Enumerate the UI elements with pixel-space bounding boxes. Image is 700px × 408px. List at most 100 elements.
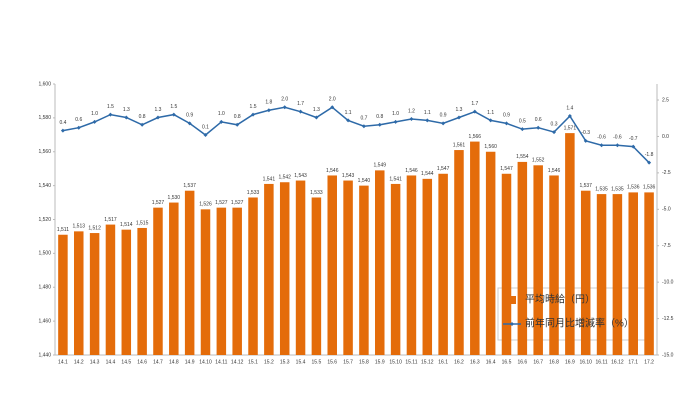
y-tick-label: 1,500 — [38, 251, 51, 257]
y-tick-label: 1,480 — [38, 285, 51, 291]
x-tick-label: 16.4 — [486, 359, 496, 365]
line-marker — [425, 118, 430, 123]
line-marker — [108, 112, 113, 117]
y2-tick-label: -2.5 — [662, 170, 671, 176]
bar — [311, 197, 322, 355]
x-tick-label: 14.4 — [106, 359, 116, 365]
line-marker — [171, 112, 176, 117]
bar-label: 1,547 — [437, 166, 450, 172]
y-tick-label: 1,560 — [38, 149, 51, 155]
line-marker — [647, 160, 652, 165]
bar — [580, 190, 591, 355]
y-tick-label: 1,440 — [38, 352, 51, 358]
line-label: 1.4 — [566, 105, 573, 111]
bar — [216, 207, 227, 355]
x-tick-label: 15.12 — [421, 359, 434, 365]
line-marker — [377, 122, 382, 127]
bar-label: 1,554 — [516, 154, 529, 160]
line-label: 0.8 — [139, 114, 146, 120]
bar — [612, 194, 623, 355]
bar — [327, 175, 337, 355]
bar — [596, 194, 607, 355]
line-marker — [488, 118, 493, 123]
line-marker — [203, 132, 208, 137]
line-label: -0.7 — [629, 136, 638, 142]
x-tick-label: 15.6 — [327, 359, 337, 365]
line-marker — [60, 128, 65, 133]
bar — [137, 227, 147, 355]
line-label: 1.1 — [424, 110, 431, 116]
line-marker — [314, 115, 319, 120]
line-label: 1.3 — [455, 107, 462, 113]
bar-label: 1,552 — [532, 158, 545, 164]
bar — [232, 207, 242, 355]
line-label: 1.5 — [107, 104, 114, 110]
bar-label: 1,536 — [627, 185, 640, 191]
line-marker — [615, 143, 620, 148]
line-label: 0.8 — [376, 114, 383, 120]
y2-tick-label: -7.5 — [662, 243, 671, 249]
x-tick-label: 17.1 — [628, 359, 638, 365]
legend-swatch — [508, 296, 516, 304]
bar-label: 1,542 — [278, 175, 291, 181]
bar — [89, 233, 100, 355]
legend-swatch — [510, 322, 514, 326]
bar-label: 1,535 — [595, 186, 608, 192]
y2-tick-label: -5.0 — [662, 207, 671, 213]
x-tick-label: 16.6 — [517, 359, 527, 365]
line-marker — [330, 105, 335, 110]
x-tick-label: 15.8 — [359, 359, 369, 365]
bar — [248, 197, 258, 355]
bar-label: 1,547 — [500, 166, 513, 172]
line-marker — [282, 105, 287, 110]
bar — [628, 192, 638, 355]
x-tick-label: 14.1 — [58, 359, 68, 365]
x-tick-label: 15.5 — [312, 359, 322, 365]
bar — [501, 173, 512, 355]
line-marker — [504, 121, 509, 126]
line-label: 1.3 — [313, 107, 320, 113]
bar-label: 1,541 — [263, 176, 276, 182]
bar-label: 1,537 — [183, 183, 196, 189]
x-tick-label: 14.6 — [137, 359, 147, 365]
bar — [359, 185, 369, 355]
bar — [74, 231, 84, 355]
y-tick-label: 1,520 — [38, 217, 51, 223]
line-marker — [567, 114, 572, 119]
line-label: 0.7 — [360, 116, 367, 122]
bar-label: 1,540 — [358, 178, 371, 184]
y2-tick-label: -12.5 — [662, 316, 674, 322]
line-label: 0.4 — [59, 120, 66, 126]
line-marker — [187, 121, 192, 126]
legend-label: 前年同月比増減率（%） — [525, 317, 634, 330]
x-tick-label: 15.1 — [248, 359, 258, 365]
line-label: 1.3 — [123, 107, 130, 113]
bar — [343, 180, 353, 355]
bar-label: 1,543 — [342, 173, 355, 179]
bar-label: 1,515 — [136, 220, 149, 226]
bar-label: 1,526 — [199, 202, 212, 208]
line-marker — [235, 122, 240, 127]
line-marker — [631, 144, 636, 149]
line-label: 1.7 — [297, 101, 304, 107]
x-tick-label: 15.4 — [296, 359, 306, 365]
bar-label: 1,513 — [73, 224, 86, 230]
x-tick-label: 16.11 — [595, 359, 607, 365]
bar-label: 1,514 — [120, 222, 133, 228]
line-label: 1.5 — [170, 104, 177, 110]
x-tick-label: 14.12 — [231, 359, 244, 365]
x-tick-label: 14.7 — [153, 359, 163, 365]
line-label: 0.9 — [503, 113, 510, 119]
line-label: -1.8 — [645, 152, 654, 158]
line-label: 2.0 — [281, 97, 288, 103]
bar-label: 1,527 — [215, 200, 228, 206]
bar-label: 1,546 — [548, 168, 561, 174]
bar-label: 1,527 — [152, 200, 165, 206]
bar-label: 1,543 — [294, 173, 307, 179]
x-tick-label: 15.3 — [280, 359, 290, 365]
bar-label: 1,549 — [374, 163, 387, 169]
bar — [422, 178, 433, 355]
line-marker — [599, 143, 604, 148]
bar — [169, 202, 179, 355]
x-tick-label: 15.11 — [405, 359, 417, 365]
